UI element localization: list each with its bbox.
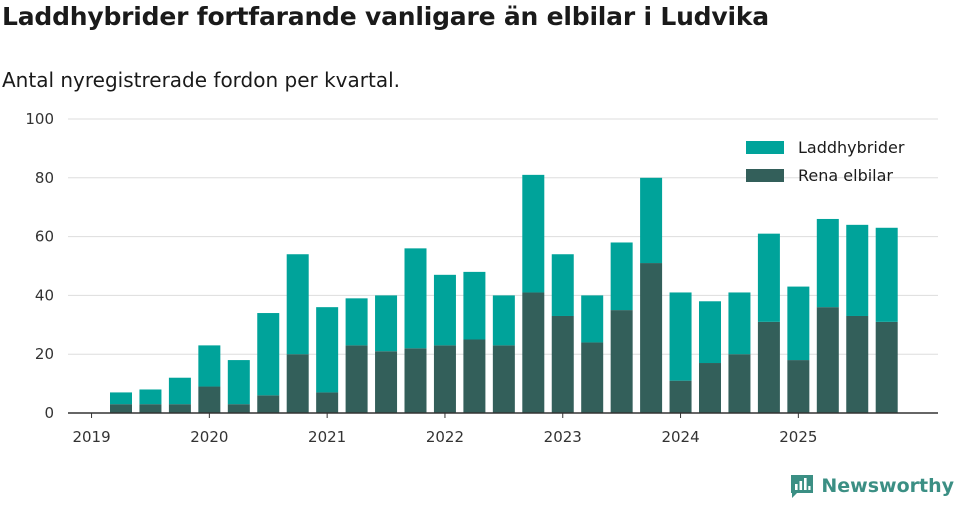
- y-tick-label: 40: [35, 286, 54, 304]
- chart-title: Laddhybrider fortfarande vanligare än el…: [2, 2, 769, 31]
- bar-laddhybrider: Laddhybrider 2020 Q2: 15: [227, 360, 250, 405]
- bar-rena-elbilar: Rena elbilar 2020 Q2: 3: [227, 404, 250, 413]
- y-tick-label: 20: [35, 345, 54, 363]
- bar-rena-elbilar: Rena elbilar 2023 Q4: 51: [640, 263, 663, 413]
- bar-rena-elbilar: Rena elbilar 2021 Q4: 22: [404, 348, 427, 413]
- y-tick-label: 0: [44, 404, 54, 422]
- bar-rena-elbilar: Rena elbilar 2019 Q4: 3: [168, 404, 191, 413]
- y-tick-label: 80: [35, 169, 54, 187]
- bar-rena-elbilar: Rena elbilar 2025 Q1: 18: [787, 360, 810, 413]
- bar-rena-elbilar: Rena elbilar 2020 Q3: 6: [257, 395, 280, 413]
- bar-laddhybrider: Laddhybrider 2024 Q2: 21: [699, 301, 721, 364]
- bar-laddhybrider: Laddhybrider 2019 Q2: 4: [110, 392, 132, 405]
- bar-rena-elbilar: Rena elbilar 2019 Q3: 3: [139, 404, 162, 413]
- bar-rena-elbilar: Rena elbilar 2022 Q3: 23: [492, 345, 515, 413]
- bar-rena-elbilar: Rena elbilar 2022 Q2: 25: [463, 339, 486, 413]
- bar-rena-elbilar: Rena elbilar 2024 Q4: 31: [757, 321, 780, 413]
- bar-rena-elbilar: Rena elbilar 2025 Q4: 31: [875, 321, 898, 413]
- bar-laddhybrider: Laddhybrider 2024 Q3: 21: [728, 292, 751, 355]
- newsworthy-logo: Newsworthy: [789, 473, 954, 499]
- x-axis: 2019 2020 2021 2022 2023 2024 2025: [68, 412, 938, 446]
- legend-label: Rena elbilar: [798, 166, 893, 185]
- bar-rena-elbilar: Rena elbilar 2024 Q2: 17: [699, 363, 721, 413]
- newsworthy-logo-icon: [791, 475, 814, 498]
- bar-rena-elbilar: Rena elbilar 2025 Q2: 36: [816, 307, 839, 413]
- bar-laddhybrider: Laddhybrider 2019 Q3: 5: [139, 389, 162, 405]
- x-tick-label: 2023: [544, 428, 582, 446]
- bar-rena-elbilar: Rena elbilar 2023 Q3: 35: [610, 310, 633, 413]
- bar-rena-elbilar: Rena elbilar 2024 Q3: 20: [728, 354, 751, 413]
- bar-rena-elbilar: Rena elbilar 2021 Q2: 23: [345, 345, 368, 413]
- y-axis-tick-labels: 0 20 40 60 80 100: [25, 110, 54, 422]
- bar-rena-elbilar: Rena elbilar 2022 Q4: 41: [522, 292, 545, 413]
- bar-laddhybrider: Laddhybrider 2021 Q4: 34: [404, 248, 427, 349]
- bar-laddhybrider: Laddhybrider 2023 Q1: 21: [551, 254, 574, 316]
- bar-laddhybrider: Laddhybrider 2019 Q4: 9: [168, 377, 191, 405]
- y-tick-label: 100: [25, 110, 54, 128]
- bar-laddhybrider: Laddhybrider 2023 Q3: 23: [610, 242, 633, 311]
- bar-rena-elbilar: Rena elbilar 2020 Q1: 9: [198, 386, 221, 413]
- bar-rena-elbilar: Rena elbilar 2023 Q1: 33: [551, 315, 574, 413]
- x-tick-label: 2020: [190, 428, 228, 446]
- bar-series: Rena elbilar 2019 Q2: 3Laddhybrider 2019…: [110, 174, 898, 413]
- legend-label: Laddhybrider: [798, 138, 905, 157]
- bar-laddhybrider: Laddhybrider 2025 Q4: 32: [875, 227, 898, 322]
- bar-laddhybrider: Laddhybrider 2023 Q2: 16: [581, 295, 604, 343]
- bar-laddhybrider: Laddhybrider 2022 Q4: 40: [522, 174, 545, 293]
- newsworthy-logo-text: Newsworthy: [821, 475, 954, 497]
- bar-laddhybrider: Laddhybrider 2022 Q1: 24: [433, 274, 456, 346]
- bar-rena-elbilar: Rena elbilar 2020 Q4: 20: [286, 354, 309, 413]
- bar-rena-elbilar: Rena elbilar 2021 Q3: 21: [375, 351, 398, 413]
- bar-rena-elbilar: Rena elbilar 2023 Q2: 24: [581, 342, 604, 413]
- x-tick-label: 2022: [426, 428, 464, 446]
- bar-laddhybrider: Laddhybrider 2025 Q3: 31: [846, 224, 869, 316]
- bar-laddhybrider: Laddhybrider 2020 Q4: 34: [286, 254, 309, 355]
- bar-laddhybrider: Laddhybrider 2024 Q4: 30: [757, 233, 780, 322]
- bar-laddhybrider: Laddhybrider 2021 Q1: 29: [316, 307, 339, 393]
- bar-laddhybrider: Laddhybrider 2022 Q2: 23: [463, 271, 486, 340]
- bar-laddhybrider: Laddhybrider 2021 Q3: 19: [375, 295, 398, 352]
- bar-laddhybrider: Laddhybrider 2025 Q1: 25: [787, 286, 810, 361]
- legend: Laddhybrider Rena elbilar: [746, 138, 905, 185]
- chart-subtitle: Antal nyregistrerade fordon per kvartal.: [2, 68, 401, 92]
- legend-swatch: [746, 169, 784, 182]
- legend-swatch: [746, 141, 784, 154]
- bar-rena-elbilar: Rena elbilar 2022 Q1: 23: [433, 345, 456, 413]
- bar-rena-elbilar: Rena elbilar 2024 Q1: 11: [669, 380, 692, 413]
- x-tick-label: 2024: [661, 428, 699, 446]
- y-tick-label: 60: [35, 228, 54, 246]
- bar-rena-elbilar: Rena elbilar 2019 Q2: 3: [110, 404, 132, 413]
- bar-rena-elbilar: Rena elbilar 2025 Q3: 33: [846, 315, 869, 413]
- x-tick-label: 2021: [308, 428, 346, 446]
- bar-laddhybrider: Laddhybrider 2025 Q2: 30: [816, 218, 839, 308]
- bar-laddhybrider: Laddhybrider 2024 Q1: 30: [669, 292, 692, 381]
- bar-laddhybrider: Laddhybrider 2021 Q2: 16: [345, 298, 368, 346]
- bar-rena-elbilar: Rena elbilar 2021 Q1: 7: [316, 392, 339, 413]
- x-tick-label: 2019: [72, 428, 110, 446]
- bar-laddhybrider: Laddhybrider 2022 Q3: 17: [492, 295, 515, 346]
- bar-laddhybrider: Laddhybrider 2020 Q3: 28: [257, 313, 280, 396]
- x-tick-label: 2025: [779, 428, 817, 446]
- bar-laddhybrider: Laddhybrider 2020 Q1: 14: [198, 345, 221, 387]
- bar-laddhybrider: Laddhybrider 2023 Q4: 29: [640, 177, 663, 264]
